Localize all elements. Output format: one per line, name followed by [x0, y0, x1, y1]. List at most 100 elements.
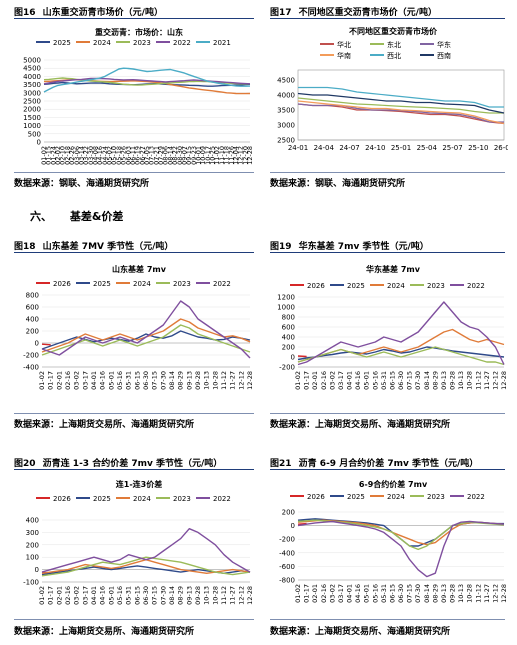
x-tick-label: 05-16: [116, 371, 124, 390]
title-rule: [14, 252, 254, 253]
chart-figure-20: 连1-连3价差 2026 2025 2024 2023 2022 -100 0 100 200 30…: [23, 479, 254, 605]
legend-label-2024: 2024: [387, 493, 405, 501]
legend-label-2026: 2026: [307, 282, 325, 290]
chart-title: 山东基差 7mv: [112, 264, 167, 274]
x-tick-label: 01-17: [47, 586, 55, 605]
x-tick-label: 02-01: [311, 371, 319, 390]
x-tick-label: 01-02: [38, 586, 46, 605]
y-tick-label: 100: [26, 554, 39, 562]
x-tick-label: 08-29: [431, 371, 439, 390]
x-tick-label: 10-13: [203, 586, 211, 605]
x-tick-label: 03-17: [81, 586, 89, 605]
legend-label-2024: 2024: [387, 282, 405, 290]
figure-caption: 不同地区重交沥青市场价（元/吨）: [298, 8, 437, 18]
x-tick-label: 06-15: [388, 584, 396, 603]
x-tick-label: 02-26: [68, 146, 76, 165]
y-tick-label: 0: [291, 522, 295, 530]
series-line-2021: [43, 67, 251, 93]
legend-label-2024: 2024: [133, 280, 151, 288]
x-tick-label: 01-15: [45, 146, 53, 165]
y-tick-label: -100: [23, 579, 39, 587]
x-tick-label: 11-12: [474, 584, 482, 603]
y-tick-label: 3500: [23, 81, 41, 89]
title-rule: [270, 252, 505, 253]
figure-label: 图21: [270, 459, 292, 469]
x-tick-label: 06-15: [133, 371, 141, 390]
legend-label-华东: 华东: [437, 40, 451, 49]
x-tick-label: 03-17: [81, 371, 89, 390]
x-tick-label: 06-11: [129, 146, 137, 165]
x-tick-label: 10-09: [199, 146, 207, 165]
x-tick-label: 01-24: [49, 146, 57, 165]
x-tick-label: 09-28: [194, 371, 202, 390]
series-line-华南: [297, 100, 505, 125]
source-note-19: 数据来源：上海期货交易所、海通期货研究所: [270, 420, 451, 430]
figure-caption: 沥青连 1-3 合约价差 7mv 季节性（元/吨）: [42, 459, 223, 469]
x-tick-label: 08-14: [168, 586, 176, 605]
y-tick-label: -600: [279, 563, 295, 571]
x-tick-label: 10-17: [204, 146, 212, 165]
legend-label-2023: 2023: [133, 39, 151, 47]
x-tick-label: 09-13: [185, 371, 193, 390]
legend-label-2025: 2025: [53, 39, 71, 47]
x-tick-label: 02-10: [59, 146, 67, 165]
y-tick-label: 4000: [23, 73, 41, 81]
chart-title: 连1-连3价差: [116, 479, 162, 489]
x-tick-label: 12-28: [246, 146, 254, 165]
x-tick-label: 26-01: [494, 144, 508, 152]
x-tick-label: 06-30: [397, 371, 405, 390]
x-tick-label: 04-01: [90, 586, 98, 605]
x-tick-label: 03-22: [82, 146, 90, 165]
x-tick-label: 05-01: [107, 586, 115, 605]
chart-title: 重交沥青：市场价：山东: [95, 27, 183, 37]
x-tick-label: 10-28: [211, 371, 219, 390]
figure-19-title: 图19 华东基差 7mv 季节性（元/吨）: [270, 239, 429, 252]
x-tick-label: 06-15: [133, 586, 141, 605]
x-tick-label: 08-22: [171, 146, 179, 165]
x-tick-label: 05-31: [125, 586, 133, 605]
x-tick-label: 12-12: [491, 584, 499, 603]
chart-figure-21: 6-9合约价差 7mv 2026 2025 2024 2023 2022 -800 -600 -…: [279, 479, 508, 603]
x-tick-label: 02-16: [320, 584, 328, 603]
x-tick-label: 07-30: [159, 586, 167, 605]
series-line-2022: [43, 77, 251, 85]
y-tick-label: 600: [26, 304, 39, 312]
legend-label-东北: 东北: [387, 40, 401, 49]
legend-label-2023: 2023: [427, 282, 445, 290]
y-tick-label: 2000: [23, 106, 41, 114]
figure-caption: 山东基差 7MV 季节性（元/吨）: [42, 242, 174, 252]
y-tick-label: 300: [26, 529, 39, 537]
legend-label-2025: 2025: [347, 493, 365, 501]
x-tick-label: 03-06: [73, 146, 81, 165]
x-tick-label: 02-16: [320, 371, 328, 390]
x-tick-label: 24-01: [288, 144, 308, 152]
series-line-2023: [297, 346, 505, 366]
legend-label-2024: 2024: [133, 495, 151, 503]
source-rule: [270, 172, 505, 173]
y-tick-label: 5000: [23, 57, 41, 65]
legend-label-2024: 2024: [93, 39, 111, 47]
x-tick-label: 03-02: [328, 371, 336, 390]
legend-label-2026: 2026: [53, 495, 71, 503]
x-tick-label: 07-29: [157, 146, 165, 165]
source-rule: [14, 619, 254, 620]
x-tick-label: 04-01: [90, 371, 98, 390]
x-tick-label: 08-14: [166, 146, 174, 165]
y-tick-label: 0: [35, 340, 39, 348]
x-tick-label: 07-13: [148, 146, 156, 165]
x-tick-label: 11-27: [229, 586, 237, 605]
x-tick-label: 11-12: [220, 586, 228, 605]
y-tick-label: 0: [35, 566, 39, 574]
figure-label: 图17: [270, 8, 292, 18]
y-tick-label: 800: [282, 314, 295, 322]
source-note-21: 数据来源：上海期货交易所、海通期货研究所: [270, 627, 451, 637]
y-tick-label: 2500: [277, 137, 295, 145]
y-tick-label: 1200: [277, 294, 295, 302]
x-tick-label: 08-14: [423, 584, 431, 603]
figure-label: 图16: [14, 8, 36, 18]
x-tick-label: 12-12: [491, 371, 499, 390]
x-tick-label: 10-28: [466, 584, 474, 603]
legend-label-2022: 2022: [213, 495, 231, 503]
series-line-2023: [41, 556, 251, 577]
